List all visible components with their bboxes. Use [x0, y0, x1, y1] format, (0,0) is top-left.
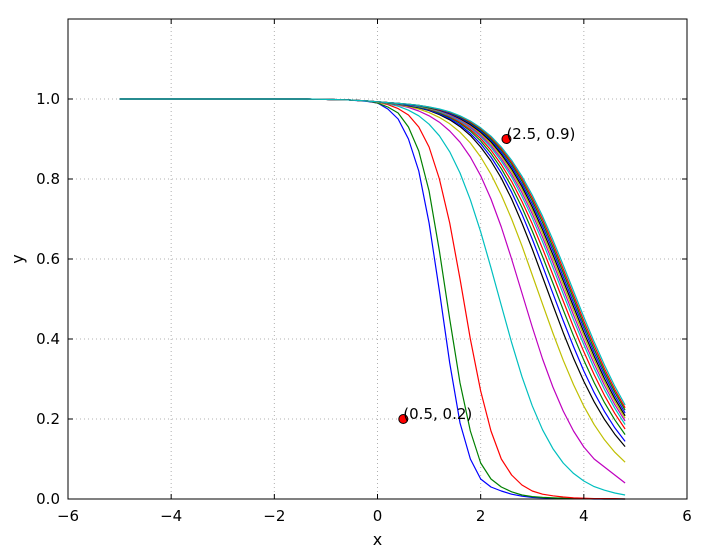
x-axis-label: x [373, 530, 382, 549]
x-tick-label: −2 [263, 507, 285, 525]
y-tick-label: 0.2 [36, 410, 60, 428]
axis-ticks: −6 −4 −2 0 2 4 6 0.0 0.2 0.4 0.6 0.8 1.0 [36, 19, 692, 525]
y-axis-label: y [8, 254, 27, 263]
y-tick-label: 0.4 [36, 330, 60, 348]
x-tick-label: −6 [57, 507, 79, 525]
series-layer [119, 98, 626, 500]
x-tick-label: 4 [579, 507, 589, 525]
y-tick-label: 1.0 [36, 90, 60, 108]
x-tick-label: 6 [682, 507, 692, 525]
annotation-label-1: (2.5, 0.9) [506, 125, 575, 143]
x-tick-label: 2 [476, 507, 486, 525]
y-tick-label: 0.0 [36, 490, 60, 508]
annotation-point-2 [398, 414, 409, 424]
y-tick-label: 0.6 [36, 250, 60, 268]
y-tick-label: 0.8 [36, 170, 60, 188]
series-line-18 [119, 98, 626, 406]
annotation-point-1 [501, 134, 512, 144]
x-tick-label: 0 [373, 507, 383, 525]
annotation-layer: (2.5, 0.9) (0.5, 0.2) [398, 125, 575, 424]
x-tick-label: −4 [160, 507, 182, 525]
annotation-label-2: (0.5, 0.2) [403, 405, 472, 423]
